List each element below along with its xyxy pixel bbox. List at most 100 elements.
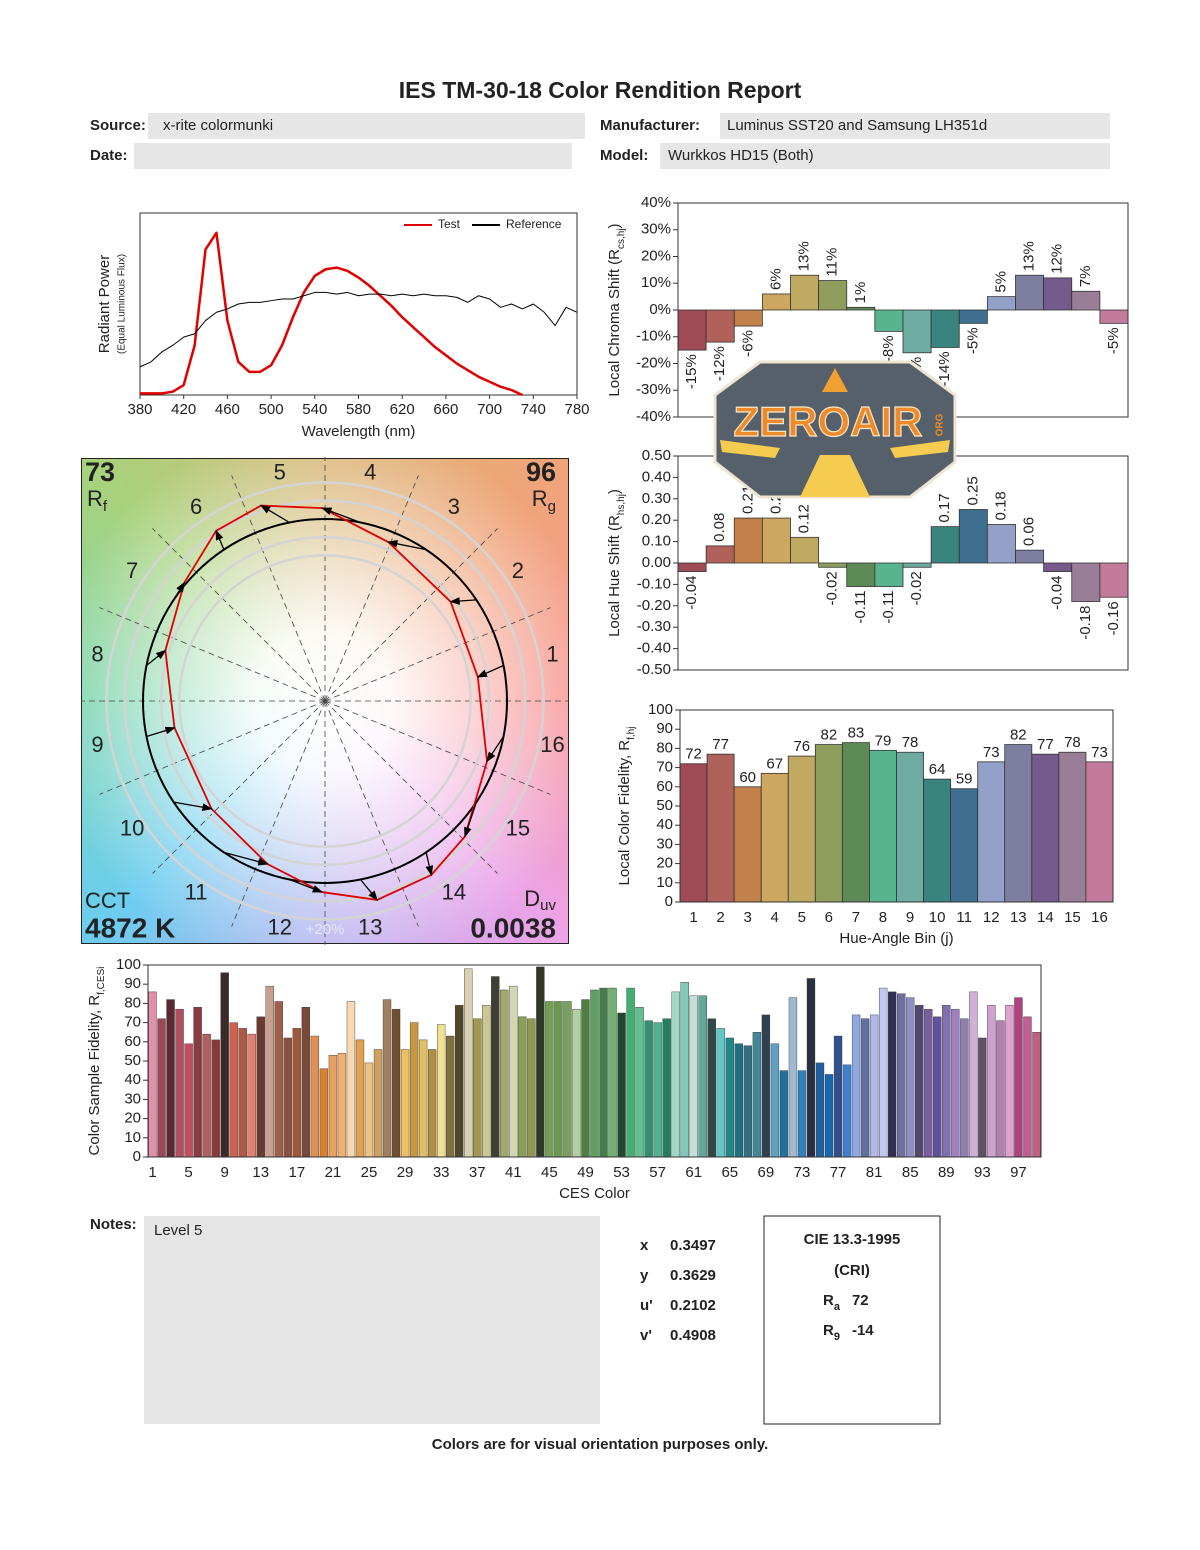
y-axis-label-part: ) [606, 489, 623, 494]
bar [923, 778, 952, 903]
bar [202, 1033, 211, 1158]
rg-value: 96 [526, 457, 556, 487]
reference-circle [142, 518, 508, 884]
bar [491, 976, 500, 1158]
x-tick-label: 17 [288, 1164, 305, 1181]
y-tick-label: 0.40 [642, 468, 671, 485]
bar [608, 987, 617, 1158]
bin-divider [152, 700, 326, 874]
notes-label: Notes: [90, 1216, 137, 1233]
shift-arrow [449, 597, 477, 605]
bar [319, 1068, 329, 1158]
bar [1032, 1031, 1041, 1158]
y-tick-label: 0.00 [642, 554, 671, 571]
bar [581, 999, 590, 1158]
x-tick-label: 3 [743, 909, 751, 926]
y-tick-label: 20% [641, 247, 671, 264]
bar [1031, 753, 1060, 903]
bar [644, 1020, 653, 1158]
footer-note: Colors are for visual orientation purpos… [432, 1436, 768, 1453]
bin-label: 12 [267, 914, 291, 939]
y-axis-label-part: cs,hj [616, 228, 627, 249]
cri-item-part: a [834, 1301, 841, 1313]
bin-label: 1 [546, 642, 558, 667]
colorimetry-label: u' [640, 1297, 653, 1314]
bar [818, 562, 848, 568]
bar [572, 1008, 581, 1158]
y-axis-label: Local Chroma Shift (Rcs,hj) [606, 223, 627, 396]
bar [220, 972, 229, 1158]
bar [689, 995, 698, 1158]
bar [563, 1001, 572, 1158]
legend-label: Test [438, 217, 461, 231]
bar [779, 1070, 789, 1158]
value-label: -0.04 [683, 576, 700, 610]
value-label: -0.11 [852, 591, 869, 624]
bar [790, 536, 820, 564]
bin-divider [152, 528, 326, 702]
bar [265, 985, 274, 1158]
cri-item-part: 9 [834, 1331, 840, 1343]
y-tick-label: 0.10 [642, 533, 671, 550]
rf-symbol-part: f [103, 498, 108, 515]
bar [337, 1053, 347, 1158]
bar [761, 1014, 771, 1158]
bin-label: 11 [185, 880, 208, 905]
x-tick-label: 53 [613, 1164, 630, 1181]
x-tick-label: 13 [1010, 909, 1027, 926]
cri-item: Ra 72 [823, 1292, 869, 1313]
bar [292, 1028, 302, 1158]
y-axis-label-part: f,CESi [96, 967, 107, 995]
y-tick-label: -0.50 [637, 661, 671, 678]
bin-divider [99, 700, 326, 795]
bar [409, 1022, 419, 1158]
field-box [720, 113, 1110, 139]
x-tick-label: 10 [929, 909, 946, 926]
y-axis-label-part: hs,hj [616, 494, 627, 515]
watermark-stripe-left [720, 440, 780, 458]
bar [897, 993, 906, 1158]
bar [930, 309, 960, 348]
ring-label: +20% [306, 921, 345, 938]
value-label: 78 [902, 734, 919, 751]
bar [906, 997, 915, 1158]
x-tick-label: 500 [259, 401, 284, 418]
bar [554, 1001, 563, 1158]
value-label: -5% [1105, 327, 1122, 354]
bar [1014, 997, 1023, 1158]
x-tick-label: 1 [689, 909, 697, 926]
bin-divider [99, 607, 326, 702]
y-axis-label-part: Local Chroma Shift (R [606, 249, 623, 397]
bar [752, 1031, 762, 1158]
y-tick-label: -0.30 [637, 618, 671, 635]
bar [869, 749, 897, 903]
y-tick-label: -0.10 [637, 575, 671, 592]
bar [509, 985, 518, 1158]
x-tick-label: 7 [852, 909, 860, 926]
y-axis-label: Color Sample Fidelity, Rf,CESi [86, 967, 107, 1156]
bin-label: 2 [512, 558, 524, 583]
cct-label: CCT [85, 888, 130, 913]
bar [1099, 562, 1129, 598]
bar [211, 1039, 220, 1158]
shift-arrow [476, 664, 504, 678]
value-label: 7% [1077, 266, 1094, 288]
plot-frame [147, 964, 1042, 1158]
cri-title: CIE 13.3-1995 [804, 1231, 901, 1248]
x-tick-label: 14 [1037, 909, 1054, 926]
colorimetry-value: 0.3629 [670, 1267, 716, 1284]
bin-label: 16 [540, 732, 564, 757]
y-axis-label-part: ) [606, 223, 623, 228]
shift-arrow [223, 851, 269, 866]
bar [1043, 562, 1073, 572]
bar [951, 1008, 960, 1158]
cri-item: R9 -14 [823, 1322, 874, 1343]
x-tick-label: 780 [564, 401, 589, 418]
y-tick-label: 0 [665, 893, 673, 910]
x-axis-label: Hue-Angle Bin (j) [839, 930, 953, 947]
x-tick-label: 45 [541, 1164, 558, 1181]
value-label: 77 [1037, 736, 1054, 753]
value-label: 13% [796, 241, 813, 271]
y-tick-label: 30% [641, 221, 671, 238]
field-value: Luminus SST20 and Samsung LH351d [727, 117, 987, 134]
